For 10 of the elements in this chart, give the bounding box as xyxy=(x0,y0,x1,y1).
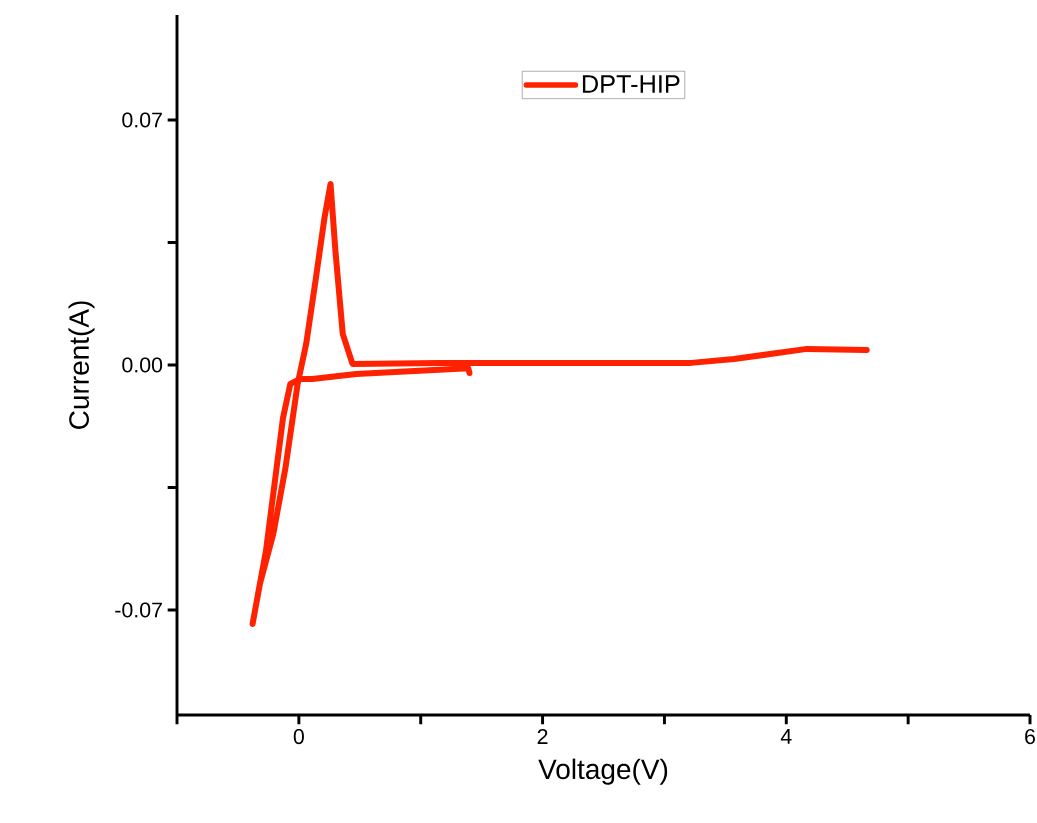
y-tick-label: -0.07 xyxy=(115,602,162,618)
y-tick-label: 0.00 xyxy=(122,357,163,373)
legend-label: DPT-HIP xyxy=(582,75,680,93)
x-tick-label: 2 xyxy=(537,729,548,744)
x-tick-label: 4 xyxy=(780,729,792,744)
x-tick-label: 6 xyxy=(1025,729,1035,745)
x-tick-label: 0 xyxy=(293,729,304,745)
x-axis-title: Voltage(V) xyxy=(538,758,668,785)
y-tick-label: 0.07 xyxy=(122,112,162,128)
y-axis-title: Current(A) xyxy=(68,301,95,429)
